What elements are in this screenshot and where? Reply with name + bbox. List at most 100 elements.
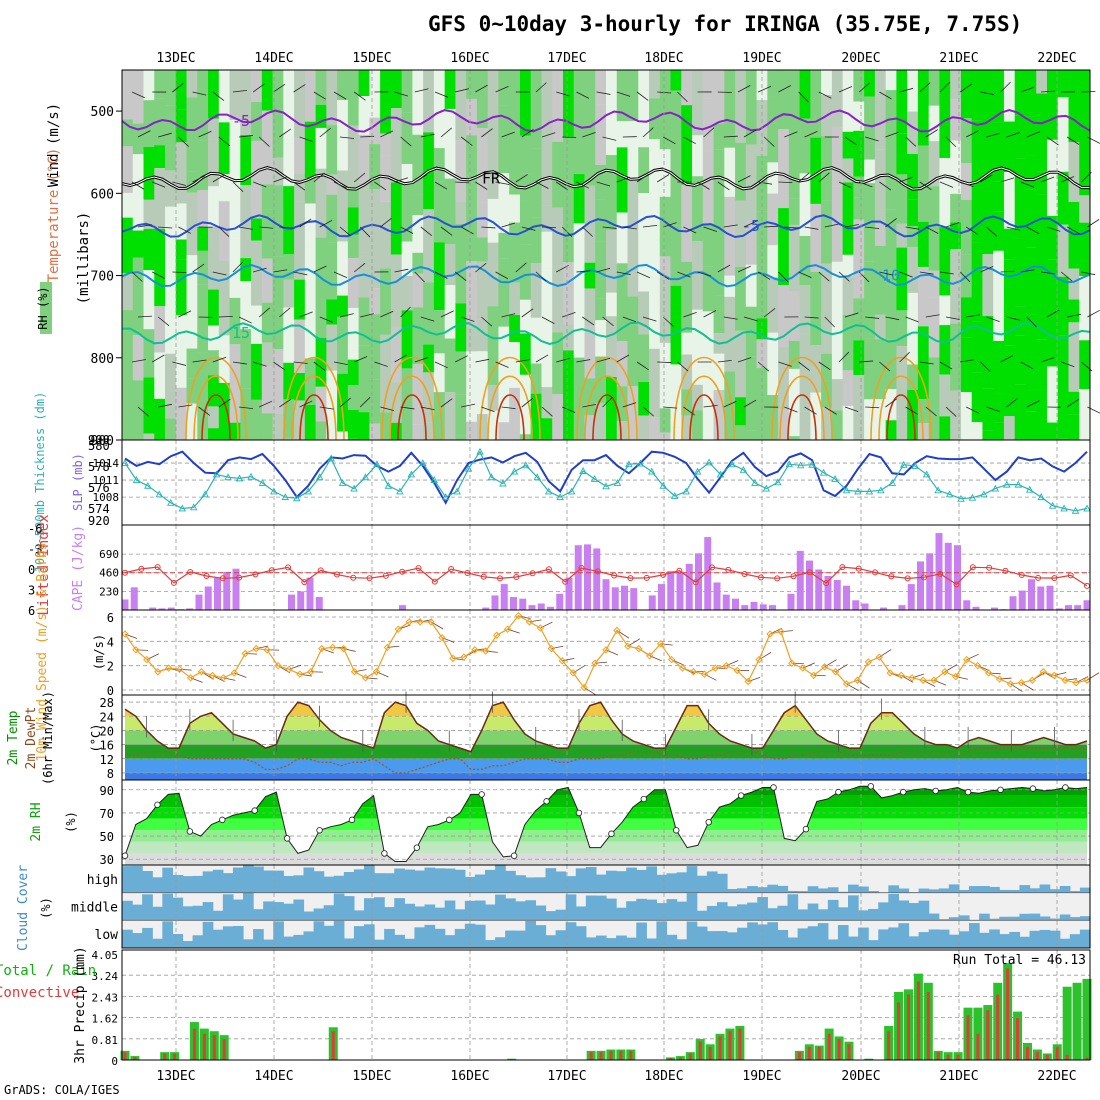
cape-bar [621,585,628,610]
thickness-marker [716,470,725,478]
thickness-marker [682,487,690,495]
wind-marker [733,666,741,675]
rh-cell [132,70,145,124]
cloud-cell [817,909,829,921]
wind-barb [339,313,354,318]
wind-barb [838,351,850,363]
wind-barb [178,136,189,147]
wind-marker [678,664,687,672]
wind-marker [307,668,315,676]
rh-cell [950,390,962,440]
rh-cell [885,284,897,340]
cape-bar [537,603,545,610]
rh-cell [132,230,145,258]
temp-tick: 24 [100,710,114,724]
rh-cell [122,419,134,440]
wind-barb [798,271,812,279]
rh-cell [380,412,392,440]
rh-cell [692,241,704,310]
date-label-top: 16DEC [450,51,489,66]
rh-cell [778,409,790,440]
cloud-cell [585,937,597,948]
cloud-cell [454,928,466,948]
thickness-marker [407,470,416,478]
rh-cell [519,70,532,136]
rh-cell [659,256,672,277]
rh-cell [885,70,897,91]
thickness-marker [888,478,897,486]
cloud-cell [727,888,738,893]
cape-bar [519,598,527,610]
wind-barb [319,316,333,323]
cloud-cell [767,884,779,893]
rh-cell [390,297,403,328]
rh-cell [552,207,564,267]
rh-cell [401,112,413,164]
rh-cell [573,335,585,358]
cloud-cell [928,929,940,948]
rh-cell [294,201,306,280]
wind-barb [844,224,859,228]
wind-barb [299,218,312,228]
wind-barb-10m [245,653,258,655]
wind-barb [1006,132,1020,138]
rh-cell [874,149,887,225]
temp-tick: 16 [100,739,114,753]
date-label-bottom: 17DEC [547,1069,586,1084]
rh-cell [143,199,155,230]
rh-cell [896,416,908,440]
rh-cell [562,262,575,325]
cloud-cell [958,931,970,948]
cloud-cell [878,929,889,948]
low-level-isotherm [299,394,329,441]
rh-cell [229,239,241,298]
wind-barb [959,271,971,283]
wind-barb [784,131,798,138]
cloud-cell [353,910,365,921]
wind-barb [865,316,880,319]
rh-cell [842,405,854,440]
rh-marker [932,787,939,795]
rh-cell [627,296,639,325]
cloud-cell [656,903,668,921]
cloud-cell [1079,929,1091,948]
thickness-marker [762,484,771,492]
rh-cell [552,179,564,208]
cloud-cell [999,889,1010,893]
rh-cell [788,125,801,199]
wind-barb [642,406,654,417]
cloud-cell [747,922,758,948]
cloud-cell [575,906,587,921]
rh-cell [616,121,629,148]
cloud-cell [777,905,789,921]
rh-marker [446,816,453,824]
cloud-cell [212,910,224,921]
rh-cell [1068,70,1080,143]
rh-cell [154,228,166,307]
cloud-cell [676,901,688,921]
isotherm-label: -5 [742,217,760,235]
wind-barb [737,357,752,363]
convective-bar [1035,1052,1039,1060]
series-line-0 [124,450,1088,505]
wind-barb [279,128,292,138]
wind-barb [313,172,325,183]
cloud-cell [676,872,688,893]
rh-cell [132,123,145,155]
wind-barb [966,314,981,318]
cape-bar [1074,605,1082,610]
wind-barb [784,406,798,413]
convective-bar [163,1053,167,1060]
rh-cell [864,367,876,400]
cloud-cell [555,909,567,921]
rh-cell [562,425,575,440]
cloud-cell [989,918,1000,921]
wind-barb [980,361,991,373]
cape-bar [1018,590,1026,610]
wind-barb [1026,131,1040,138]
rh-cell [466,237,478,262]
wind-barb [582,226,593,237]
wind-barb [844,406,859,413]
dewpt-label: 2m DewPt [24,707,39,770]
wind-marker [514,612,523,620]
